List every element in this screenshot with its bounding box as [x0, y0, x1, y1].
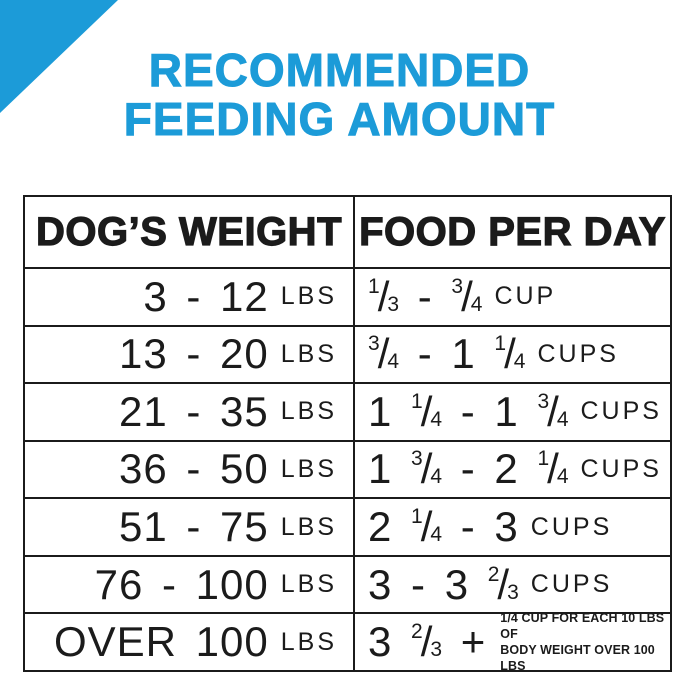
- footnote: 1/4 CUP FOR EACH 10 LBS OF BODY WEIGHT O…: [500, 612, 670, 670]
- weight-cell-row7: OVER 100 LBS: [25, 612, 355, 670]
- food-value: 1 1/4 - 1 3/4: [368, 387, 569, 435]
- weight-unit: LBS: [280, 339, 337, 368]
- column-header-food-per-day: FOOD PER DAY: [355, 197, 670, 267]
- food-cell-row6: 3 - 3 2/3 CUPS: [355, 554, 670, 613]
- weight-unit: LBS: [280, 454, 337, 483]
- food-unit: CUPS: [537, 339, 619, 368]
- food-cell-row4: 1 3/4 - 2 1/4 CUPS: [355, 439, 670, 498]
- food-cell-row2: 3/4 - 1 1/4 CUPS: [355, 324, 670, 383]
- weight-cell-row3: 21 - 35 LBS: [25, 382, 355, 440]
- food-unit: CUPS: [530, 512, 613, 541]
- food-unit: CUPS: [580, 397, 662, 426]
- column-header-dogs-weight: DOG’S WEIGHT: [25, 197, 355, 267]
- weight-value: 36 - 50: [118, 445, 269, 493]
- weight-unit: LBS: [280, 397, 337, 426]
- feeding-table: DOG’S WEIGHT FOOD PER DAY 3 - 12 LBS 1/3…: [23, 195, 672, 672]
- weight-unit: LBS: [280, 627, 337, 656]
- column-header-dogs-weight-label: DOG’S WEIGHT: [35, 209, 342, 254]
- food-value: 3/4 - 1 1/4: [368, 330, 526, 378]
- food-cell-row5: 2 1/4 - 3 CUPS: [355, 497, 670, 555]
- column-header-food-per-day-label: FOOD PER DAY: [358, 209, 666, 254]
- weight-value: 76 - 100: [94, 560, 269, 608]
- page-title: RECOMMENDED FEEDING AMOUNT: [0, 44, 679, 145]
- weight-unit: LBS: [280, 282, 337, 311]
- weight-value: 13 - 20: [118, 330, 269, 378]
- food-cell-row3: 1 1/4 - 1 3/4 CUPS: [355, 382, 670, 440]
- weight-value: 21 - 35: [118, 387, 269, 435]
- page-title-line2: FEEDING AMOUNT: [123, 93, 556, 145]
- page-title-line1: RECOMMENDED: [148, 44, 531, 96]
- weight-value: 51 - 75: [118, 503, 269, 551]
- food-value: 3 2/3 +: [368, 618, 487, 666]
- weight-unit: LBS: [280, 512, 337, 541]
- weight-cell-row4: 36 - 50 LBS: [25, 439, 355, 498]
- weight-value: 3 - 12: [143, 272, 269, 320]
- weight-unit: LBS: [280, 570, 337, 599]
- weight-cell-row2: 13 - 20 LBS: [25, 324, 355, 383]
- footnote-line2: BODY WEIGHT OVER 100 LBS: [500, 643, 655, 670]
- food-unit: CUP: [494, 282, 557, 311]
- food-unit: CUPS: [580, 454, 662, 483]
- weight-cell-row6: 76 - 100 LBS: [25, 554, 355, 613]
- food-unit: CUPS: [530, 570, 613, 599]
- weight-cell-row1: 3 - 12 LBS: [25, 267, 355, 325]
- food-value: 3 - 3 2/3: [368, 560, 519, 608]
- footnote-line1: 1/4 CUP FOR EACH 10 LBS OF: [500, 612, 665, 642]
- food-value: 1/3 - 3/4: [368, 272, 483, 320]
- food-cell-row1: 1/3 - 3/4 CUP: [355, 267, 670, 325]
- weight-value: OVER 100: [53, 618, 269, 666]
- food-value: 1 3/4 - 2 1/4: [368, 445, 569, 493]
- weight-cell-row5: 51 - 75 LBS: [25, 497, 355, 555]
- food-value: 2 1/4 - 3: [368, 503, 519, 551]
- food-cell-row7: 3 2/3 + 1/4 CUP FOR EACH 10 LBS OF BODY …: [355, 612, 670, 670]
